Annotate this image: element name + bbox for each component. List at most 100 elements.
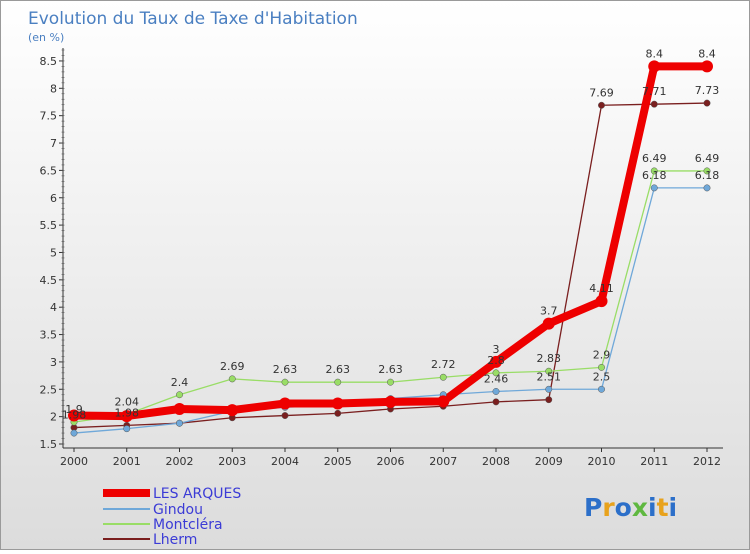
x-tick-label: 2006 — [377, 455, 405, 468]
series-point — [703, 167, 711, 175]
y-tick-label: 3 — [50, 356, 57, 369]
y-tick-label: 2.5 — [40, 383, 58, 396]
data-label: 1.98 — [115, 406, 140, 419]
y-tick-label: 8 — [50, 82, 57, 95]
series-point — [545, 396, 553, 404]
data-label: 2.63 — [326, 363, 351, 376]
legend-label: Montcléra — [153, 517, 223, 533]
series-point — [334, 409, 342, 417]
proxiti-logo-letter: P — [584, 493, 602, 522]
series-point — [650, 100, 658, 108]
series-point — [228, 375, 236, 383]
proxiti-logo-letter: t — [657, 493, 669, 522]
series-point — [173, 402, 186, 415]
data-label: 1.9 — [65, 403, 83, 416]
proxiti-logo-letter: r — [602, 493, 615, 522]
data-label: 2.8 — [487, 354, 505, 367]
series-point — [384, 395, 397, 408]
data-label: 2.83 — [537, 352, 562, 365]
series-point — [545, 385, 553, 393]
y-tick-label: 4 — [50, 301, 57, 314]
data-label: 6.18 — [642, 169, 667, 182]
legend-label: LES ARQUES — [153, 486, 241, 502]
series-point — [331, 397, 344, 410]
legend-label: Gindou — [153, 502, 203, 518]
data-label: 3 — [493, 343, 500, 356]
data-label: 6.18 — [695, 169, 720, 182]
x-tick-label: 2002 — [166, 455, 194, 468]
series-point — [123, 425, 131, 433]
x-tick-label: 2008 — [482, 455, 510, 468]
series-point — [176, 391, 183, 399]
data-label: 2.46 — [484, 372, 509, 385]
series-point — [387, 378, 394, 386]
series-point — [281, 412, 289, 419]
series-point — [334, 378, 342, 386]
proxiti-logo-letter: i — [648, 493, 657, 522]
series-point — [492, 398, 500, 406]
y-tick-label: 4.5 — [40, 274, 58, 287]
data-label: 6.49 — [642, 152, 667, 165]
series-point — [595, 295, 608, 308]
series-point — [703, 99, 711, 107]
x-tick-label: 2005 — [324, 455, 352, 468]
series-point — [226, 404, 239, 417]
series-point — [176, 419, 183, 427]
series-point — [120, 410, 133, 423]
proxiti-logo-text: Proxiti — [584, 493, 677, 522]
y-tick-label: 7.5 — [40, 110, 58, 123]
data-label: 8.4 — [698, 47, 716, 60]
series-point — [542, 317, 555, 330]
x-tick-label: 2012 — [693, 455, 721, 468]
proxiti-logo: Proxiti — [584, 493, 677, 522]
data-labels: 3 3.7 4.11 8.4 8.4 2.46 2.51 2.5 6.18 6.18 1.9 2.04… — [62, 47, 720, 421]
series-point — [437, 395, 450, 408]
series-point — [279, 397, 291, 410]
data-label: 1.98 — [62, 409, 87, 422]
series-point — [439, 373, 447, 381]
proxiti-logo-letter: o — [615, 493, 632, 522]
series-point — [598, 363, 605, 371]
data-label: 2.63 — [273, 363, 298, 376]
series-point — [492, 369, 500, 377]
y-tick-label: 2 — [50, 411, 57, 424]
data-label: 2.04 — [115, 395, 140, 408]
y-tick-label: 5.5 — [40, 219, 58, 232]
x-tick-label: 2007 — [429, 455, 457, 468]
series-point — [492, 388, 500, 395]
y-tick-label: 6 — [50, 192, 57, 205]
y-tick-label: 5 — [50, 246, 57, 259]
legend-label: Lherm — [153, 532, 197, 548]
y-tick-label: 3.5 — [40, 329, 58, 342]
series-point — [281, 378, 289, 386]
x-tick-label: 2011 — [640, 455, 668, 468]
x-tick-label: 2003 — [218, 455, 246, 468]
x-tick-label: 2004 — [271, 455, 299, 468]
data-label: 2.5 — [593, 370, 611, 383]
data-label: 4.11 — [589, 282, 614, 295]
series-points — [68, 60, 713, 437]
series-point — [70, 429, 78, 437]
series-point — [650, 184, 658, 192]
data-label: 6.49 — [695, 152, 720, 165]
x-tick-label: 2009 — [535, 455, 563, 468]
series-point — [68, 409, 80, 422]
x-tick-label: 2010 — [588, 455, 616, 468]
data-label: 2.9 — [593, 348, 611, 361]
data-label: 7.73 — [695, 84, 720, 97]
data-label: 2.51 — [537, 370, 562, 383]
x-tick-label: 2001 — [113, 455, 141, 468]
data-label: 2.69 — [220, 360, 245, 373]
chart-subtitle: (en %) — [28, 31, 64, 44]
data-label: 8.4 — [646, 47, 664, 60]
y-tick-label: 6.5 — [40, 164, 58, 177]
series-point — [701, 60, 713, 73]
proxiti-logo-letter: i — [669, 493, 678, 522]
proxiti-logo-letter: x — [632, 493, 648, 522]
data-label: 2.4 — [171, 376, 189, 389]
series-point — [650, 167, 658, 175]
series-point — [648, 60, 661, 73]
